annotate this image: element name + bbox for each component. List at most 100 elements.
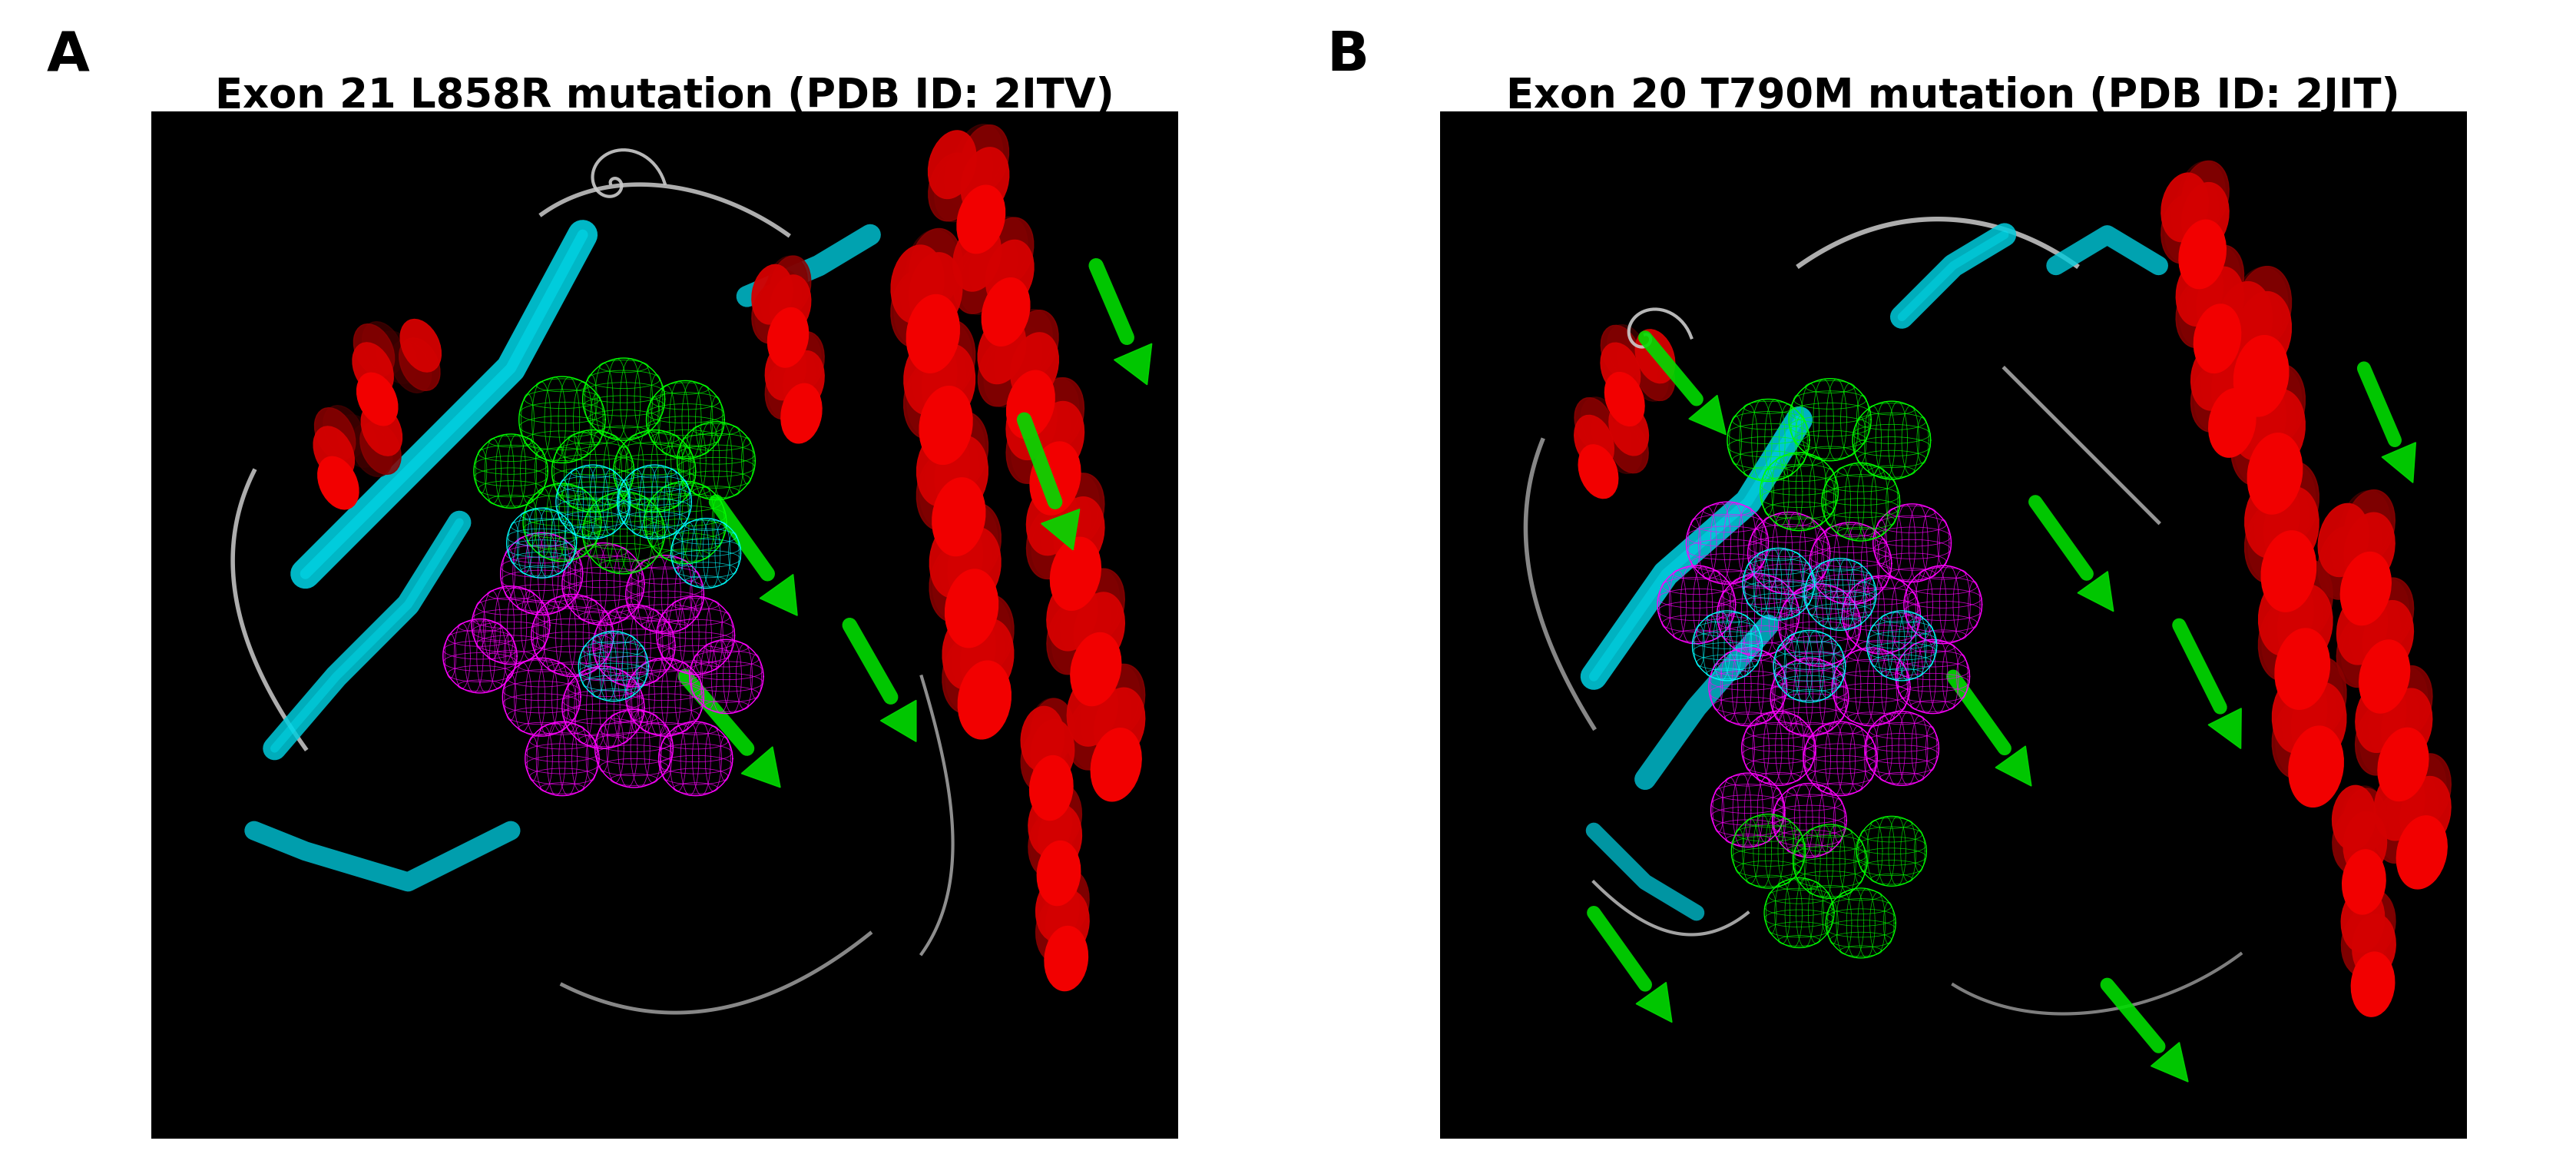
Ellipse shape: [2277, 585, 2331, 666]
Ellipse shape: [2342, 850, 2385, 915]
Ellipse shape: [2336, 592, 2388, 664]
Ellipse shape: [2210, 330, 2259, 398]
Ellipse shape: [2372, 790, 2424, 863]
Ellipse shape: [2192, 304, 2241, 373]
Ellipse shape: [2372, 768, 2424, 841]
Ellipse shape: [2396, 816, 2447, 889]
Ellipse shape: [1005, 411, 1056, 484]
Ellipse shape: [768, 256, 806, 316]
Ellipse shape: [2174, 257, 2223, 326]
Ellipse shape: [1607, 419, 1649, 473]
Ellipse shape: [1030, 441, 1079, 515]
Ellipse shape: [1051, 538, 1100, 610]
Ellipse shape: [1041, 884, 1084, 949]
Polygon shape: [1113, 344, 1151, 385]
Ellipse shape: [1010, 310, 1059, 378]
Ellipse shape: [1046, 869, 1090, 933]
Ellipse shape: [961, 148, 1010, 216]
Ellipse shape: [1636, 330, 1674, 383]
Ellipse shape: [899, 249, 953, 328]
Ellipse shape: [969, 231, 1018, 299]
Ellipse shape: [355, 373, 397, 425]
Ellipse shape: [981, 278, 1030, 346]
Ellipse shape: [1020, 707, 1064, 771]
Ellipse shape: [2352, 891, 2396, 956]
Ellipse shape: [1066, 697, 1118, 770]
Ellipse shape: [904, 360, 956, 439]
Ellipse shape: [2182, 182, 2228, 251]
Ellipse shape: [2246, 501, 2303, 582]
Ellipse shape: [1069, 568, 1118, 641]
Ellipse shape: [2262, 599, 2316, 680]
Ellipse shape: [943, 612, 994, 689]
Ellipse shape: [376, 331, 417, 384]
Ellipse shape: [979, 217, 1028, 285]
Ellipse shape: [392, 340, 430, 393]
Ellipse shape: [1046, 601, 1097, 674]
Ellipse shape: [775, 345, 814, 405]
Ellipse shape: [1607, 402, 1649, 456]
Ellipse shape: [2396, 755, 2445, 828]
Ellipse shape: [1579, 445, 1618, 499]
Ellipse shape: [922, 321, 974, 398]
Ellipse shape: [2215, 308, 2272, 387]
Polygon shape: [760, 574, 796, 615]
Ellipse shape: [917, 452, 969, 531]
Ellipse shape: [907, 295, 958, 373]
Ellipse shape: [2342, 913, 2385, 978]
Polygon shape: [2208, 708, 2241, 749]
Ellipse shape: [2401, 754, 2450, 826]
Ellipse shape: [909, 229, 961, 306]
Ellipse shape: [945, 139, 992, 207]
Ellipse shape: [1054, 473, 1105, 546]
Ellipse shape: [1090, 664, 1139, 737]
Ellipse shape: [322, 405, 363, 458]
Ellipse shape: [907, 359, 961, 438]
Ellipse shape: [2236, 291, 2290, 372]
Ellipse shape: [925, 432, 979, 511]
Ellipse shape: [930, 520, 981, 598]
Ellipse shape: [2360, 640, 2409, 713]
Ellipse shape: [1090, 728, 1141, 801]
Ellipse shape: [2321, 526, 2372, 599]
Ellipse shape: [2231, 379, 2285, 460]
Ellipse shape: [958, 661, 1010, 738]
Ellipse shape: [2262, 531, 2316, 612]
Ellipse shape: [2277, 559, 2331, 640]
Ellipse shape: [2352, 913, 2396, 978]
Ellipse shape: [2385, 771, 2437, 845]
Ellipse shape: [935, 412, 987, 490]
Ellipse shape: [1038, 784, 1082, 849]
Ellipse shape: [2208, 330, 2254, 399]
Ellipse shape: [2282, 677, 2336, 758]
Polygon shape: [2151, 1043, 2187, 1081]
Ellipse shape: [2272, 697, 2326, 778]
Ellipse shape: [2334, 811, 2378, 876]
Ellipse shape: [1043, 869, 1087, 933]
Ellipse shape: [984, 339, 1033, 407]
Ellipse shape: [765, 340, 806, 400]
Ellipse shape: [1030, 506, 1082, 579]
Ellipse shape: [904, 337, 956, 414]
Ellipse shape: [781, 384, 822, 444]
Ellipse shape: [1025, 506, 1077, 579]
Ellipse shape: [2331, 508, 2380, 581]
Ellipse shape: [2249, 364, 2306, 445]
Ellipse shape: [2249, 390, 2306, 471]
Ellipse shape: [1069, 633, 1121, 706]
Ellipse shape: [2257, 600, 2313, 681]
Ellipse shape: [994, 324, 1041, 392]
Ellipse shape: [2244, 502, 2298, 583]
Ellipse shape: [2257, 574, 2313, 655]
Ellipse shape: [2367, 684, 2419, 757]
Ellipse shape: [2360, 701, 2411, 775]
Ellipse shape: [953, 245, 1002, 313]
Ellipse shape: [961, 124, 1010, 193]
Ellipse shape: [770, 256, 811, 316]
Ellipse shape: [1030, 720, 1074, 784]
Ellipse shape: [1010, 332, 1059, 400]
Ellipse shape: [987, 239, 1033, 308]
Ellipse shape: [945, 569, 997, 648]
Ellipse shape: [760, 270, 801, 330]
Ellipse shape: [935, 436, 987, 514]
